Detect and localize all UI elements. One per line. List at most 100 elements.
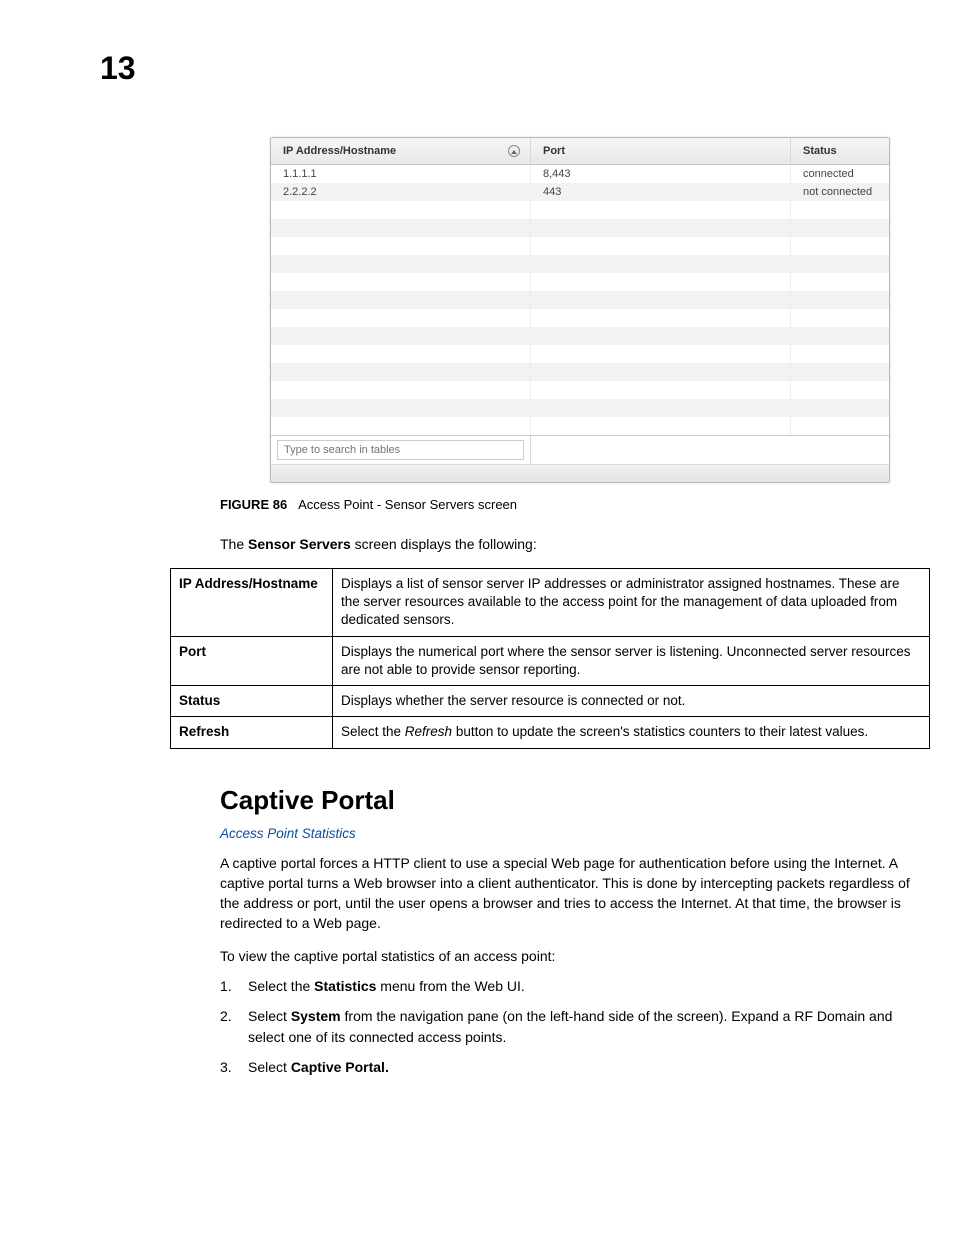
sort-ascending-icon[interactable]	[508, 145, 520, 157]
definition-row: StatusDisplays whether the server resour…	[171, 686, 930, 717]
definition-term: Refresh	[171, 717, 333, 748]
cell-empty	[791, 201, 889, 219]
cell-empty	[531, 219, 791, 237]
intro-suffix: screen displays the following:	[351, 536, 537, 552]
definition-term: Status	[171, 686, 333, 717]
table-row-empty	[271, 309, 889, 327]
cell-empty	[531, 273, 791, 291]
table-search-input[interactable]	[277, 440, 524, 460]
cell-empty	[271, 381, 531, 399]
cell-empty	[791, 291, 889, 309]
section-paragraph-2: To view the captive portal statistics of…	[220, 946, 910, 966]
cell-status: not connected	[791, 183, 889, 201]
cell-empty	[271, 219, 531, 237]
cell-empty	[531, 309, 791, 327]
table-row[interactable]: 2.2.2.2443not connected	[271, 183, 889, 201]
table-row[interactable]: 1.1.1.18,443connected	[271, 165, 889, 183]
section-heading: Captive Portal	[220, 785, 894, 816]
step-text: Select System from the navigation pane (…	[248, 1006, 910, 1047]
step-text: Select Captive Portal.	[248, 1057, 389, 1077]
cell-empty	[791, 399, 889, 417]
cell-empty	[531, 399, 791, 417]
list-item: 2.Select System from the navigation pane…	[220, 1006, 910, 1047]
cell-empty	[531, 291, 791, 309]
column-header-status[interactable]: Status	[791, 138, 889, 164]
table-row-empty	[271, 381, 889, 399]
cell-empty	[791, 309, 889, 327]
table-footer-spacer	[531, 436, 889, 464]
cell-empty	[271, 345, 531, 363]
table-row-empty	[271, 219, 889, 237]
section-paragraph-1: A captive portal forces a HTTP client to…	[220, 853, 910, 934]
column-header-port[interactable]: Port	[531, 138, 791, 164]
cell-empty	[271, 255, 531, 273]
definition-row: PortDisplays the numerical port where th…	[171, 636, 930, 685]
cell-empty	[271, 291, 531, 309]
cell-empty	[531, 237, 791, 255]
cell-empty	[791, 255, 889, 273]
table-row-empty	[271, 291, 889, 309]
table-row-empty	[271, 345, 889, 363]
definition-row: IP Address/HostnameDisplays a list of se…	[171, 569, 930, 637]
definition-row: RefreshSelect the Refresh button to upda…	[171, 717, 930, 748]
cell-empty	[531, 201, 791, 219]
definition-description: Select the Refresh button to update the …	[333, 717, 930, 748]
cell-empty	[791, 345, 889, 363]
steps-list: 1.Select the Statistics menu from the We…	[220, 976, 910, 1077]
column-header-port-label: Port	[543, 145, 565, 157]
figure-caption: FIGURE 86 Access Point - Sensor Servers …	[220, 497, 894, 512]
list-item: 1.Select the Statistics menu from the We…	[220, 976, 910, 996]
cell-empty	[791, 363, 889, 381]
step-bold-term: System	[291, 1008, 341, 1024]
cell-empty	[271, 363, 531, 381]
definition-table: IP Address/HostnameDisplays a list of se…	[170, 568, 930, 749]
figure-label: FIGURE 86	[220, 497, 287, 512]
cell-empty	[791, 219, 889, 237]
table-body: 1.1.1.18,443connected2.2.2.2443not conne…	[271, 165, 889, 435]
cell-status: connected	[791, 165, 889, 183]
cell-ip: 1.1.1.1	[271, 165, 531, 183]
italic-term: Refresh	[405, 724, 452, 739]
figure-caption-text: Access Point - Sensor Servers screen	[298, 497, 517, 512]
cell-empty	[531, 345, 791, 363]
table-row-empty	[271, 399, 889, 417]
definition-description: Displays the numerical port where the se…	[333, 636, 930, 685]
cell-empty	[791, 273, 889, 291]
definition-description: Displays a list of sensor server IP addr…	[333, 569, 930, 637]
definition-term: IP Address/Hostname	[171, 569, 333, 637]
definition-description: Displays whether the server resource is …	[333, 686, 930, 717]
cell-port: 8,443	[531, 165, 791, 183]
column-header-status-label: Status	[803, 145, 837, 157]
cell-port: 443	[531, 183, 791, 201]
cell-empty	[271, 309, 531, 327]
step-number: 3.	[220, 1057, 238, 1077]
section-link[interactable]: Access Point Statistics	[220, 826, 894, 841]
step-bold-term: Statistics	[314, 978, 376, 994]
table-footer	[271, 435, 889, 464]
table-row-empty	[271, 255, 889, 273]
cell-empty	[791, 381, 889, 399]
step-number: 1.	[220, 976, 238, 996]
cell-empty	[531, 381, 791, 399]
table-row-empty	[271, 201, 889, 219]
cell-empty	[271, 399, 531, 417]
cell-empty	[791, 417, 889, 435]
column-header-ip-label: IP Address/Hostname	[283, 145, 396, 157]
table-header-row: IP Address/Hostname Port Status	[271, 138, 889, 165]
step-bold-term: Captive Portal.	[291, 1059, 389, 1075]
cell-empty	[271, 327, 531, 345]
table-row-empty	[271, 327, 889, 345]
list-item: 3. Select Captive Portal.	[220, 1057, 910, 1077]
cell-empty	[531, 255, 791, 273]
table-row-empty	[271, 363, 889, 381]
cell-empty	[531, 327, 791, 345]
table-bottom-bar	[271, 464, 889, 482]
intro-prefix: The	[220, 536, 248, 552]
table-row-empty	[271, 273, 889, 291]
intro-sentence: The Sensor Servers screen displays the f…	[220, 536, 894, 552]
table-row-empty	[271, 237, 889, 255]
page-number: 13	[100, 50, 894, 87]
sensor-servers-screenshot: IP Address/Hostname Port Status 1.1.1.18…	[270, 137, 890, 483]
cell-empty	[791, 237, 889, 255]
column-header-ip[interactable]: IP Address/Hostname	[271, 138, 531, 164]
